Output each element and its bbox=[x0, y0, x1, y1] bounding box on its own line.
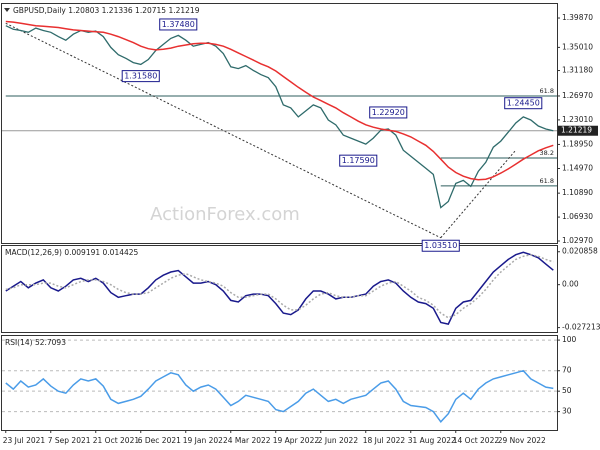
y-tick-label: 1.23010 bbox=[562, 115, 593, 124]
y-tick-label: 1.18950 bbox=[562, 139, 593, 148]
series-line bbox=[5, 253, 554, 319]
series-line bbox=[5, 369, 554, 423]
fib-level-label: 61.8 bbox=[540, 87, 554, 95]
x-tick-label: 18 Jul 2022 bbox=[363, 436, 406, 445]
x-tick-label: 23 Jul 2021 bbox=[3, 436, 46, 445]
macd-panel bbox=[1, 245, 558, 333]
x-tick-label: 19 Jan 2022 bbox=[183, 436, 228, 445]
y-tick-label: -0.027213 bbox=[562, 323, 600, 332]
price-annotation: 1.37480 bbox=[162, 20, 195, 29]
price-annotation: 1.31580 bbox=[124, 72, 157, 81]
price-annotation-box bbox=[339, 154, 378, 167]
y-tick-label: 30 bbox=[562, 407, 572, 416]
price-annotation-box bbox=[159, 18, 198, 31]
y-tick-label: 1.06930 bbox=[562, 212, 593, 221]
x-tick-label: 2 Jun 2022 bbox=[318, 436, 359, 445]
y-tick-label: 1.39870 bbox=[562, 13, 593, 22]
panel-title: MACD(12,26,9) 0.009191 0.014425 bbox=[5, 248, 139, 257]
rsi-panel bbox=[1, 335, 558, 431]
x-tick-label: 31 Aug 2022 bbox=[408, 436, 456, 445]
y-tick-label: 0.020858 bbox=[562, 247, 598, 256]
price-annotation-box bbox=[369, 106, 408, 119]
series-line bbox=[5, 251, 554, 325]
fib-level-label: 61.8 bbox=[540, 177, 554, 185]
y-tick-label: 1.10890 bbox=[562, 188, 593, 197]
x-tick-label: 29 Nov 2022 bbox=[498, 436, 546, 445]
price-annotation: 1.17590 bbox=[342, 156, 375, 165]
fib-level-label: 38.2 bbox=[540, 149, 554, 157]
panel-title: GBPUSD,Daily 1.20803 1.21336 1.20715 1.2… bbox=[13, 6, 200, 15]
x-tick-label: 6 Dec 2021 bbox=[138, 436, 181, 445]
x-tick-label: 21 Oct 2021 bbox=[93, 436, 140, 445]
x-tick-label: 19 Apr 2022 bbox=[273, 436, 320, 445]
y-tick-label: 1.31180 bbox=[562, 66, 593, 75]
y-tick-label: 1.26970 bbox=[562, 91, 593, 100]
y-tick-label: 1.02970 bbox=[562, 236, 593, 245]
panel-title: RSI(14) 52.7093 bbox=[5, 338, 66, 347]
y-tick-label: 1.35010 bbox=[562, 42, 593, 51]
trendline bbox=[440, 149, 517, 239]
y-tick-label: 70 bbox=[562, 366, 572, 375]
current-price-label: 1.21219 bbox=[561, 126, 592, 135]
x-tick-label: 14 Oct 2022 bbox=[453, 436, 500, 445]
price-annotation-box bbox=[421, 239, 460, 252]
symbol-marker bbox=[4, 8, 10, 12]
series-line bbox=[5, 20, 554, 181]
watermark: ActionForex.com bbox=[150, 204, 300, 225]
y-tick-label: 50 bbox=[562, 386, 572, 395]
y-tick-label: 1.14970 bbox=[562, 163, 593, 172]
y-tick-label: 100 bbox=[562, 335, 577, 344]
trendline bbox=[5, 22, 441, 239]
current-price-box bbox=[558, 125, 598, 136]
price-annotation: 1.22920 bbox=[372, 108, 405, 117]
y-tick-label: 0.00 bbox=[562, 280, 579, 289]
x-tick-label: 7 Sep 2021 bbox=[48, 436, 91, 445]
price-annotation: 1.03510 bbox=[424, 241, 457, 250]
price-annotation-box bbox=[121, 70, 160, 83]
price-panel bbox=[1, 3, 558, 244]
price-annotation-box bbox=[504, 97, 543, 110]
x-tick-label: 4 Mar 2022 bbox=[228, 436, 271, 445]
price-annotation: 1.24450 bbox=[507, 99, 540, 108]
